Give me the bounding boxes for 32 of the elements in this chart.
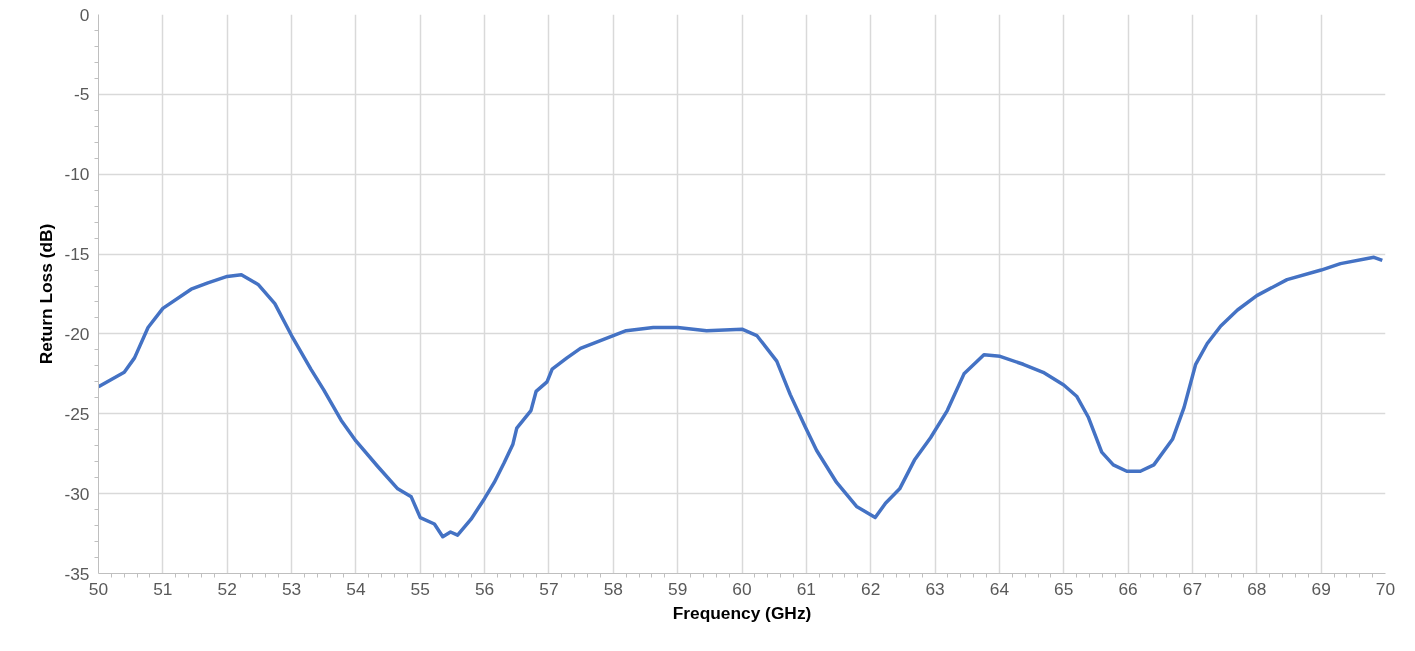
x-tick-label: 57 — [539, 578, 559, 599]
x-tick-label: 51 — [153, 578, 173, 599]
x-tick-label: 54 — [346, 578, 366, 599]
y-tick-label: -20 — [64, 323, 90, 344]
y-tick-label: -30 — [64, 483, 90, 504]
x-tick-label: 55 — [410, 578, 430, 599]
x-axis-title: Frequency (GHz) — [672, 602, 812, 623]
x-tick-label: 62 — [861, 578, 881, 599]
x-tick-label: 64 — [989, 578, 1010, 599]
x-tick-label: 65 — [1054, 578, 1074, 599]
x-tick-label: 53 — [281, 578, 302, 599]
x-tick-label: 70 — [1375, 578, 1396, 599]
x-tick-label: 50 — [88, 578, 109, 599]
x-tick-label: 68 — [1247, 578, 1267, 599]
y-tick-label: -25 — [64, 403, 90, 424]
x-tick-label: 67 — [1182, 578, 1203, 599]
x-tick-label: 59 — [668, 578, 688, 599]
x-tick-label: 52 — [217, 578, 237, 599]
x-tick-label: 66 — [1118, 578, 1138, 599]
line-series — [98, 255, 1385, 539]
y-axis-title: Return Loss (dB) — [36, 223, 57, 365]
x-tick-label: 56 — [474, 578, 495, 599]
x-tick-label: 69 — [1311, 578, 1331, 599]
x-tick-label: 63 — [925, 578, 945, 599]
y-tick-label: 0 — [79, 4, 90, 25]
y-tick-label: -10 — [64, 164, 90, 185]
x-tick-label: 60 — [732, 578, 752, 599]
x-tick-label: 58 — [603, 578, 623, 599]
y-tick-label: -35 — [64, 563, 90, 584]
y-tick-label: -15 — [64, 244, 90, 265]
x-tick-label: 61 — [796, 578, 816, 599]
y-tick-label: -5 — [74, 84, 90, 105]
